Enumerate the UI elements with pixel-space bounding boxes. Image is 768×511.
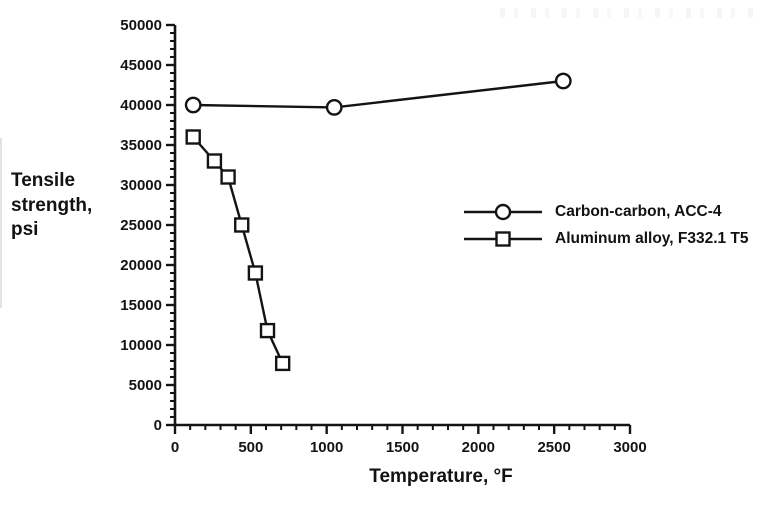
y-tick-label: 40000 — [120, 97, 162, 114]
circle-marker-icon — [464, 203, 542, 220]
x-tick-label: 3000 — [613, 439, 646, 456]
y-tick-label: 30000 — [120, 177, 162, 194]
scan-artifact-edge — [0, 138, 2, 308]
data-point-square — [247, 265, 264, 281]
legend: Carbon-carbon, ACC-4 Aluminum alloy, F33… — [462, 198, 749, 252]
data-point-square — [274, 355, 291, 372]
y-axis-title: Tensile strength, psi — [11, 170, 93, 241]
x-tick-label: 0 — [171, 439, 179, 456]
scan-artifact-noise — [500, 8, 762, 18]
data-point-square — [185, 129, 201, 145]
y-tick-label: 25000 — [120, 217, 162, 234]
legend-label-aluminum-alloy: Aluminum alloy, F332.1 T5 — [555, 229, 749, 247]
y-tick-label: 20000 — [120, 257, 162, 274]
data-point-square — [206, 153, 223, 169]
y-tick-label: 15000 — [120, 297, 162, 314]
data-point-circle — [554, 72, 572, 90]
data-point-circle — [325, 99, 343, 116]
y-tick-label: 5000 — [129, 377, 162, 394]
x-tick-label: 1500 — [386, 439, 419, 456]
data-point-circle — [184, 96, 202, 114]
legend-label-carbon-carbon: Carbon-carbon, ACC-4 — [555, 202, 722, 220]
y-tick-label: 10000 — [120, 337, 162, 354]
y-tick-label: 45000 — [120, 57, 162, 74]
legend-item-carbon-carbon: Carbon-carbon, ACC-4 — [462, 198, 749, 225]
legend-item-aluminum-alloy: Aluminum alloy, F332.1 T5 — [462, 225, 749, 252]
x-axis-title: Temperature, °F — [369, 466, 513, 487]
x-tick-label: 2000 — [462, 439, 495, 456]
x-tick-label: 1000 — [310, 439, 343, 456]
x-tick-label: 2500 — [537, 439, 570, 456]
x-tick-label: 500 — [238, 439, 263, 456]
y-tick-label: 0 — [154, 417, 162, 434]
square-marker-icon — [464, 230, 542, 247]
data-point-square — [259, 322, 276, 339]
y-tick-label: 50000 — [120, 17, 162, 34]
data-point-square — [220, 169, 236, 185]
series-line-0 — [193, 79, 564, 109]
y-tick-label: 35000 — [120, 137, 162, 154]
data-point-square — [234, 217, 250, 233]
